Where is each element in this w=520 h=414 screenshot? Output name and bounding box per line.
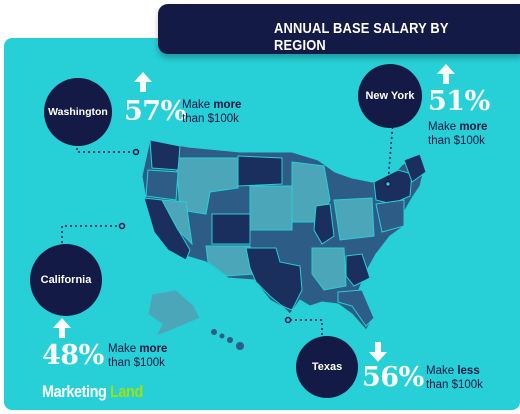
region-label-california: California [40, 274, 92, 286]
region-label-washington: Washington [48, 106, 108, 118]
state-texas [245, 247, 303, 311]
region-label-texas: Texas [311, 361, 343, 373]
arrow-up-icon [134, 72, 152, 92]
state-region-colorado [211, 213, 251, 245]
marketing-land-logo: Marketing Land [42, 382, 143, 401]
percent-new-york: 51% [428, 86, 490, 117]
state-nevada [161, 199, 193, 246]
state-region-new-england [403, 153, 427, 183]
region-circle-texas: Texas [296, 336, 358, 398]
leader-line-texas [290, 319, 323, 340]
percent-california: 48% [42, 340, 104, 371]
region-label-new-york: New York [365, 90, 415, 102]
percent-texas: 56% [362, 362, 424, 393]
state-alaska [147, 289, 201, 337]
page-title: ANNUAL BASE SALARY BY REGION [274, 20, 449, 54]
state-region-ohio-valley [333, 197, 375, 241]
region-circle-california: California [30, 244, 102, 316]
leader-lines [61, 121, 394, 340]
state-new-york [373, 169, 413, 205]
note-washington: Make more than $100k [182, 99, 242, 125]
state-region-plains [249, 185, 293, 231]
note-new-york: Make more than $100k [428, 121, 488, 147]
state-oregon [145, 169, 179, 201]
state-region-mid-atlantic [375, 199, 405, 233]
note-texas: Make less than $100k [426, 365, 483, 391]
state-region-idaho-montana [237, 155, 283, 187]
region-circle-new-york: New York [358, 64, 422, 128]
arrow-down-icon [369, 342, 387, 362]
arrow-up-icon [437, 64, 455, 84]
state-washington [149, 139, 181, 171]
region-circle-washington: Washington [44, 78, 112, 146]
leader-line-washington [76, 128, 134, 153]
leader-line-california [61, 225, 120, 248]
leader-line-new-york [387, 121, 394, 183]
state-hawaii [211, 329, 244, 350]
leader-endpoints [118, 148, 392, 324]
state-region-southwest [205, 245, 255, 277]
arrow-up-icon [53, 318, 71, 338]
state-florida [337, 289, 375, 327]
state-georgia [345, 253, 371, 287]
state-region-southeast [311, 247, 347, 291]
percent-washington: 57% [124, 96, 186, 127]
note-california: Make more than $100k [108, 343, 168, 369]
title-bar [158, 4, 520, 54]
state-illinois [313, 203, 335, 245]
